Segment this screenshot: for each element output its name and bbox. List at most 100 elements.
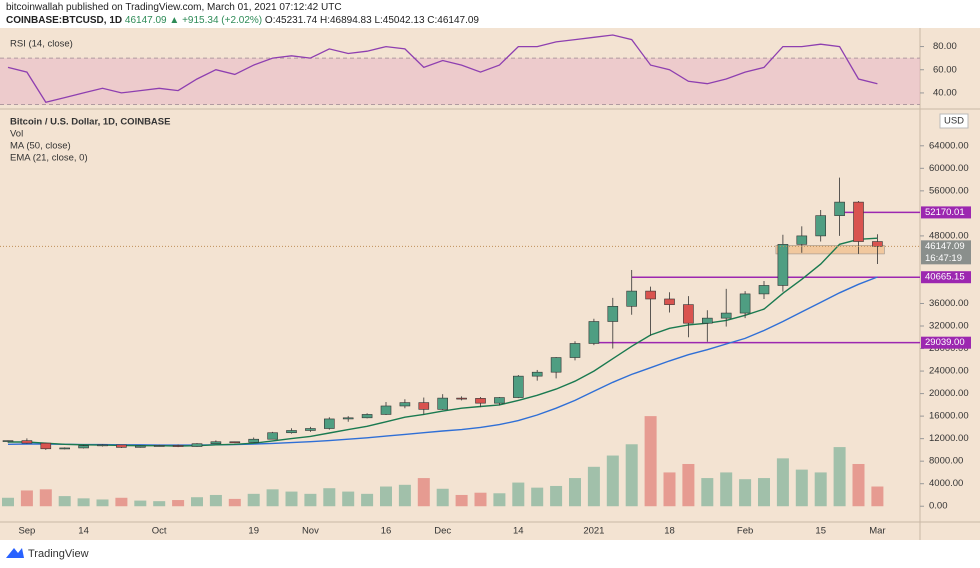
level-label: 40665.15 <box>925 272 965 283</box>
volume-bar <box>58 496 71 507</box>
volume-bar <box>323 488 336 507</box>
indicator-line <box>7 276 878 446</box>
candle-body <box>683 304 694 324</box>
x-tick-label: 15 <box>815 526 826 537</box>
candle-body <box>153 445 165 447</box>
candle-body <box>418 402 430 410</box>
candle-body <box>853 201 864 242</box>
volume-bar <box>304 493 317 507</box>
countdown: 16:47:19 <box>925 253 962 264</box>
volume-bar <box>682 463 695 507</box>
legend-entry: EMA (21, close, 0) <box>10 153 88 164</box>
volume-bar <box>228 498 241 507</box>
last-price-box <box>921 240 971 265</box>
candle-body <box>626 290 638 307</box>
symbol-line: COINBASE:BTCUSD, 1D 46147.09 ▲ +915.34 (… <box>6 15 479 26</box>
candle-body <box>361 414 373 419</box>
volume-bar <box>852 463 865 507</box>
volume-bar <box>474 492 487 507</box>
volume-bar <box>209 494 222 507</box>
y-tick-label: 8000.00 <box>929 456 963 467</box>
candle-body <box>437 397 449 410</box>
brand: TradingView <box>28 548 89 560</box>
x-tick-label: 16 <box>381 526 392 537</box>
rsi-legend: RSI (14, close) <box>10 39 73 50</box>
candle-body <box>512 375 524 398</box>
volume-bar <box>398 484 411 507</box>
candle-body <box>550 357 562 373</box>
candle-body <box>40 442 52 450</box>
x-tick-label: 18 <box>664 526 675 537</box>
volume-bar <box>606 455 619 507</box>
candle-body <box>664 298 675 305</box>
candle-body <box>456 397 467 400</box>
y-tick-label: 64000.00 <box>929 140 969 151</box>
volume-bar <box>39 489 52 507</box>
x-tick-label: Nov <box>302 526 319 537</box>
volume-bar <box>361 493 374 507</box>
level-label: 52170.01 <box>925 207 965 218</box>
volume-bar <box>739 479 752 507</box>
candle-body <box>21 440 33 444</box>
x-tick-label: Mar <box>869 526 885 537</box>
volume-bar <box>191 497 203 507</box>
rsi-tick-label: 60.00 <box>933 64 957 75</box>
candle-body <box>720 312 732 319</box>
volume-bar <box>2 497 14 507</box>
x-tick-label: Feb <box>737 526 753 537</box>
last-price-label: 46147.09 <box>925 241 965 252</box>
volume-bar <box>266 489 279 507</box>
chart: RSI (14, close) Bitcoin / U.S. Dollar, 1… <box>0 28 980 540</box>
volume-bar <box>172 500 185 507</box>
candle-body <box>645 290 656 300</box>
volume-bar <box>285 491 298 507</box>
candle-body <box>777 244 789 286</box>
candle-body <box>172 445 184 447</box>
candle-body <box>701 317 713 324</box>
x-tick-label: 14 <box>513 526 524 537</box>
volume-bar <box>569 478 581 507</box>
candle-body <box>248 438 259 443</box>
level-label-box <box>921 271 971 284</box>
candle-body <box>607 305 619 322</box>
candle-body <box>739 293 751 314</box>
ohlc: O:45231.74 H:46894.83 L:45042.13 C:46147… <box>264 15 479 26</box>
volume-bar <box>115 497 128 507</box>
volume-bar <box>493 493 506 507</box>
candle-body <box>2 440 14 442</box>
candle-body <box>531 371 543 377</box>
level-label: 29039.00 <box>925 337 965 348</box>
candle-body <box>78 445 89 449</box>
rsi-tick-label: 80.00 <box>933 41 957 52</box>
level-label-box <box>921 206 971 219</box>
volume-bar <box>701 478 714 507</box>
volume-bar <box>247 493 260 507</box>
volume-bar <box>96 499 109 507</box>
volume-bar <box>814 472 827 507</box>
level-label-box <box>921 336 971 349</box>
volume-bar <box>455 494 468 507</box>
volume-legend: Vol <box>10 129 23 140</box>
symbol: COINBASE:BTCUSD, 1D <box>6 15 123 26</box>
logo <box>6 548 24 558</box>
y-tick-label: 4000.00 <box>929 478 963 489</box>
candle-body <box>191 443 203 447</box>
footer: TradingView <box>6 548 89 560</box>
volume-bar <box>550 485 563 507</box>
y-tick-label: 56000.00 <box>929 185 969 196</box>
y-tick-label: 48000.00 <box>929 230 969 241</box>
volume-bar <box>77 498 90 507</box>
volume-bar <box>20 490 33 507</box>
indicator-line <box>8 237 878 447</box>
x-tick-label: Sep <box>18 526 35 537</box>
x-tick-label: Oct <box>152 526 167 537</box>
volume-bar <box>795 469 808 507</box>
volume-bar <box>758 478 770 507</box>
y-tick-label: 0.00 <box>929 501 948 512</box>
candle-body <box>305 428 316 431</box>
volume-bar <box>380 486 392 507</box>
volume-bar <box>663 472 676 507</box>
volume-bar <box>776 458 789 507</box>
x-tick-label: 19 <box>248 526 259 537</box>
candle-body <box>494 397 505 404</box>
